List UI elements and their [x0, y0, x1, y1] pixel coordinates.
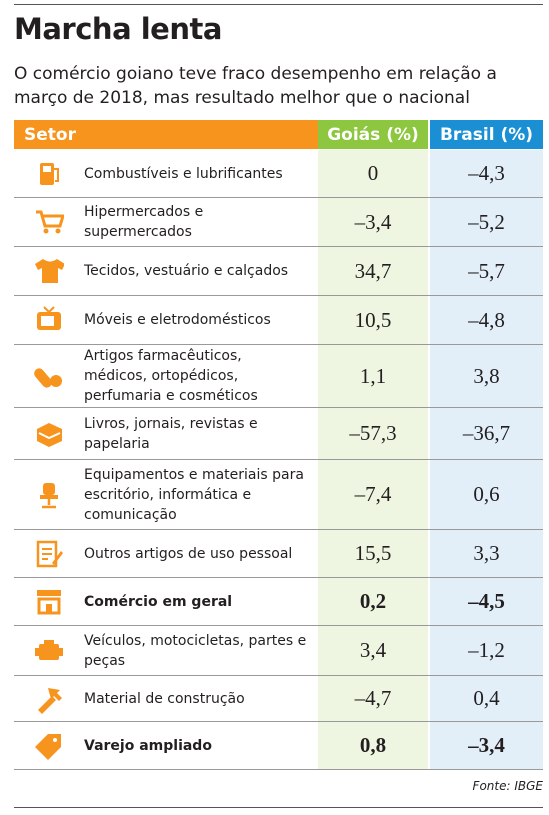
sector-name: Outros artigos de uso pessoal	[84, 545, 293, 562]
goias-value: 15,5	[318, 530, 428, 577]
bottom-rule	[14, 807, 543, 808]
brasil-value: 0,4	[430, 676, 543, 721]
sector-icon	[14, 578, 84, 625]
brasil-value: –4,5	[430, 578, 543, 625]
table-header: Setor Goiás (%) Brasil (%)	[14, 120, 543, 149]
sector-icon	[14, 408, 84, 459]
icon	[34, 368, 62, 388]
sector-name: Veículos, motocicletas, partes e peças	[84, 632, 307, 669]
table-row: Artigos farmacêuticos, médicos, ortopédi…	[14, 345, 543, 408]
sector-icon	[14, 460, 84, 529]
icon	[37, 589, 61, 614]
table-row: Combustíveis e lubrificantes 0 –4,3	[14, 150, 543, 198]
table-row: Móveis e eletrodomésticos 10,5 –4,8	[14, 296, 543, 345]
sector-icon	[14, 722, 84, 769]
sector-icon	[14, 296, 84, 344]
icon	[35, 639, 63, 660]
icon	[40, 162, 59, 185]
table-row: Veículos, motocicletas, partes e peças 3,…	[14, 626, 543, 676]
table-row: Varejo ampliado 0,8 –3,4	[14, 722, 543, 770]
table-row: Equipamentos e materiais para escritório…	[14, 460, 543, 530]
icon	[36, 540, 63, 567]
sector-name: Tecidos, vestuário e calçados	[84, 263, 289, 279]
sector-name: Artigos farmacêuticos, médicos, ortopédi…	[84, 348, 258, 404]
table-row: Material de construção –4,7 0,4	[14, 676, 543, 722]
sector-icon	[14, 150, 84, 197]
goias-value: –7,4	[318, 460, 428, 529]
brasil-value: –1,2	[430, 626, 543, 675]
sector-icon	[14, 198, 84, 246]
brasil-value: 0,6	[430, 460, 543, 529]
icon	[35, 733, 61, 760]
sector-icon	[14, 345, 84, 407]
sector-name: Material de construção	[84, 690, 245, 707]
sector-name: Comércio em geral	[84, 593, 233, 610]
goias-value: –4,7	[318, 676, 428, 721]
sector-name: Livros, jornais, revistas e papelaria	[84, 415, 258, 452]
subtitle: O comércio goiano teve fraco desempenho …	[14, 64, 497, 108]
sector-name: Equipamentos e materiais para escritório…	[84, 466, 304, 523]
sector-name: Combustíveis e lubrificantes	[84, 165, 283, 182]
column-header: Setor	[14, 120, 318, 149]
goias-value: 0,8	[318, 722, 428, 769]
icon	[35, 259, 64, 283]
brasil-value: –4,3	[430, 150, 543, 197]
goias-value: –57,3	[318, 408, 428, 459]
title: Marcha lenta	[14, 12, 222, 46]
goias-value: –3,4	[318, 198, 428, 246]
icon	[37, 422, 62, 447]
sector-name: Hipermercados e supermercados	[84, 204, 204, 240]
brasil-value: –3,4	[430, 722, 543, 769]
sector-name: Móveis e eletrodomésticos	[84, 312, 271, 328]
table-body: Combustíveis e lubrificantes 0 –4,3 Hiperme…	[14, 150, 543, 770]
icon	[36, 210, 64, 234]
table-row: Hipermercados e supermercados –3,4 –5,2	[14, 198, 543, 247]
sector-icon	[14, 676, 84, 721]
table-row: Livros, jornais, revistas e papelaria –57…	[14, 408, 543, 460]
brasil-value: –36,7	[430, 408, 543, 459]
icon	[40, 482, 58, 508]
goias-value: 0,2	[318, 578, 428, 625]
brasil-value: –4,8	[430, 296, 543, 344]
brasil-value: –5,2	[430, 198, 543, 246]
icon	[37, 306, 61, 330]
sector-icon	[14, 247, 84, 295]
source: Fonte: IBGE	[472, 779, 543, 793]
brasil-value: 3,3	[430, 530, 543, 577]
top-rule	[14, 4, 543, 5]
icon	[38, 687, 62, 714]
goias-value: 1,1	[318, 345, 428, 407]
goias-value: 3,4	[318, 626, 428, 675]
table-row: Comércio em geral 0,2 –4,5	[14, 578, 543, 626]
brasil-value: 3,8	[430, 345, 543, 407]
sector-icon	[14, 626, 84, 675]
table-row: Outros artigos de uso pessoal 15,5 3,3	[14, 530, 543, 578]
brasil-value: –5,7	[430, 247, 543, 295]
goias-value: 0	[318, 150, 428, 197]
goias-value: 34,7	[318, 247, 428, 295]
column-header: Brasil (%)	[430, 120, 543, 149]
column-header: Goiás (%)	[318, 120, 428, 149]
goias-value: 10,5	[318, 296, 428, 344]
sector-name: Varejo ampliado	[84, 737, 212, 754]
table-row: Tecidos, vestuário e calçados 34,7 –5,7	[14, 247, 543, 296]
sector-icon	[14, 530, 84, 577]
